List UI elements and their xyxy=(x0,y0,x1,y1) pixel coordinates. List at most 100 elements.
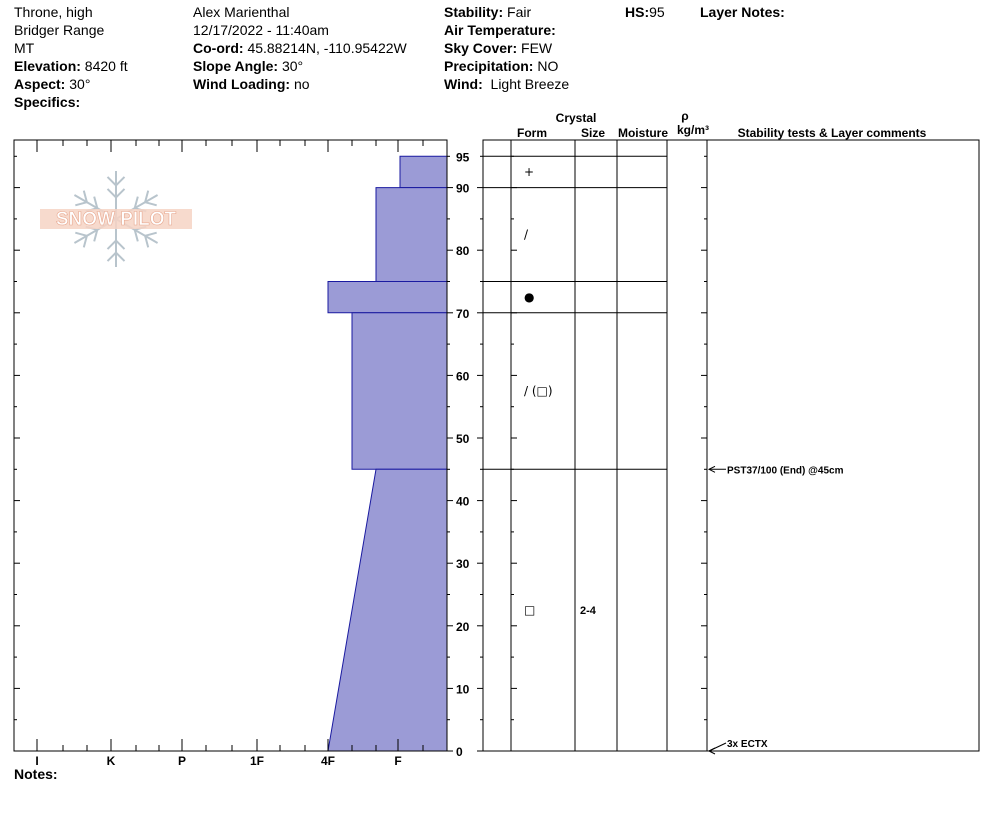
snowflake-branch xyxy=(75,231,88,237)
coord-label: Co-ord: xyxy=(193,40,244,56)
aspect: 30° xyxy=(69,76,91,92)
header-col-1: Throne, high Bridger Range MT Elevation:… xyxy=(14,3,128,111)
layer-notes-label: Layer Notes: xyxy=(700,4,785,20)
hs-label: HS: xyxy=(625,4,650,20)
slope: 30° xyxy=(281,58,304,74)
depth-tick-label: 60 xyxy=(456,369,470,383)
hardness-tick-label: I xyxy=(35,754,38,768)
logo-text: SNOW PILOT xyxy=(56,209,177,230)
hardness-profile xyxy=(327,155,448,752)
sky: FEW xyxy=(521,40,553,56)
form-header: Form xyxy=(517,126,547,140)
stability-test-label: 3x ECTX xyxy=(727,739,768,750)
snowflake-branch xyxy=(133,229,139,242)
snowflake-branch xyxy=(106,251,117,262)
datetime: 12/17/2022 - 11:40am xyxy=(193,22,329,38)
depth-axis: 0 10 20 30 40 50 60 70 80 90 95 xyxy=(14,150,470,759)
hardness-tick-label: K xyxy=(107,754,116,768)
snowflake-branch xyxy=(115,188,126,199)
header-layer-notes: Layer Notes: xyxy=(700,3,785,21)
depth-tick-label: 10 xyxy=(456,682,470,696)
rho-header: ρ xyxy=(681,109,688,123)
crystal-size: 2-4 xyxy=(580,605,597,617)
stability: Fair xyxy=(507,4,532,20)
depth-tick-label: 50 xyxy=(456,432,470,446)
snowflake-branch xyxy=(115,239,126,250)
hardness-layer xyxy=(327,281,448,314)
hardness-tick-label: 4F xyxy=(321,754,335,768)
hardness-tick-label: P xyxy=(178,754,186,768)
depth-tick-label: 80 xyxy=(456,244,470,258)
layer-table xyxy=(477,139,980,752)
snowflake-branch xyxy=(115,176,126,187)
snowflake-branch xyxy=(75,201,88,207)
crystal-header: Crystal xyxy=(556,111,597,125)
precip-label: Precipitation: xyxy=(444,58,534,74)
comments-header: Stability tests & Layer comments xyxy=(738,126,927,140)
elevation: 8420 ft xyxy=(84,58,128,74)
snowflake-branch xyxy=(144,190,150,203)
snowflake-branch xyxy=(82,235,88,248)
specifics-label: Specifics: xyxy=(14,94,81,110)
wind-loading: no xyxy=(293,76,310,92)
depth-tick-label: 95 xyxy=(456,150,470,164)
slope-label: Slope Angle: xyxy=(193,58,279,74)
notes-label: Notes: xyxy=(14,766,58,782)
snowflake-branch xyxy=(93,229,99,242)
snowflake-branch xyxy=(106,176,117,187)
crystal-form: / (□) xyxy=(524,384,553,398)
depth-tick-label: 0 xyxy=(456,745,463,759)
hardness-tick-label: F xyxy=(394,754,401,768)
hardness-layer xyxy=(399,155,448,189)
wind: Light Breeze xyxy=(490,76,570,92)
layer-table-border xyxy=(482,139,980,752)
crystal-form: + xyxy=(524,165,534,179)
density-unit-header: kg/m³ xyxy=(677,123,709,137)
snowflake-branch xyxy=(106,239,117,250)
depth-tick-label: 40 xyxy=(456,495,470,509)
location: Throne, high xyxy=(14,4,93,20)
stability-tests: PST37/100 (End) @45cm 3x ECTX xyxy=(707,465,844,755)
coord: 45.88214N, -110.95422W xyxy=(247,40,407,56)
crystal-form: ● xyxy=(524,290,534,304)
test-arrowhead xyxy=(707,465,716,473)
precip: NO xyxy=(537,58,559,74)
depth-tick-label: 90 xyxy=(456,182,470,196)
crystal-form: □ xyxy=(524,603,535,617)
elevation-label: Elevation: xyxy=(14,58,81,74)
size-header: Size xyxy=(581,126,605,140)
air-temp-label: Air Temperature: xyxy=(444,22,556,38)
state: MT xyxy=(14,40,35,56)
depth-tick-label: 30 xyxy=(456,557,470,571)
snowflake-branch xyxy=(144,231,157,237)
hs: 95 xyxy=(649,4,665,20)
test-arrowhead xyxy=(707,747,716,755)
snowflake-branch xyxy=(82,190,88,203)
hardness-layer xyxy=(327,468,448,752)
snowflake-branch xyxy=(133,196,139,209)
depth-tick-label: 70 xyxy=(456,307,470,321)
header-col-3: Stability: Fair Air Temperature: Sky Cov… xyxy=(444,3,569,93)
snowflake-branch xyxy=(144,235,150,248)
snowflake-branch xyxy=(144,201,157,207)
aspect-label: Aspect: xyxy=(14,76,66,92)
crystal-forms: + / ● / (□) □ 2-4 xyxy=(524,165,597,617)
hardness-graph-border xyxy=(13,139,448,752)
hardness-tick-label: 1F xyxy=(250,754,264,768)
sky-label: Sky Cover: xyxy=(444,40,518,56)
crystal-form: / xyxy=(524,228,529,242)
wind-loading-label: Wind Loading: xyxy=(193,76,291,92)
snowpilot-logo: SNOW PILOT xyxy=(40,171,192,267)
stability-label: Stability: xyxy=(444,4,504,20)
header-col-2: Alex Marienthal 12/17/2022 - 11:40am Co-… xyxy=(193,3,407,93)
observer: Alex Marienthal xyxy=(193,4,290,20)
header-hs: HS:95 xyxy=(625,3,665,21)
stability-test-label: PST37/100 (End) @45cm xyxy=(727,465,844,476)
moisture-header: Moisture xyxy=(618,126,668,140)
layer-table-headers: Crystal Form Size Moisture ρkg/m³ Stability t… xyxy=(517,109,927,140)
depth-tick-label: 20 xyxy=(456,620,470,634)
hardness-axis: I K P 1F 4F F xyxy=(35,754,401,768)
wind-label: Wind: xyxy=(444,76,483,92)
hardness-layer xyxy=(351,312,448,470)
